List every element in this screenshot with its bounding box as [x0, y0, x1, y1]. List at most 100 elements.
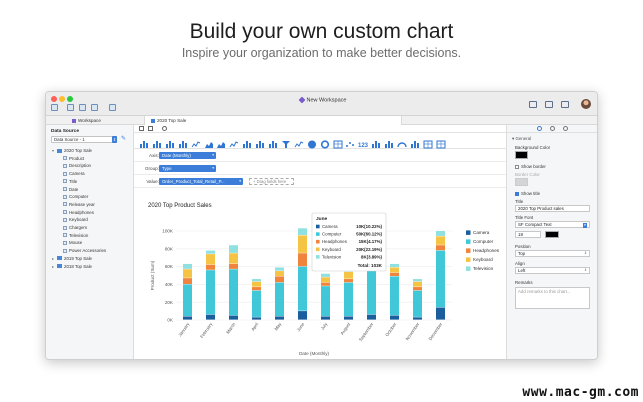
- bottom-panel-icon[interactable]: [545, 101, 553, 108]
- tree-field-item[interactable]: Computer: [63, 193, 88, 200]
- expand-icon[interactable]: [148, 126, 153, 131]
- step-chart-icon[interactable]: [229, 136, 239, 148]
- tree-field-item[interactable]: Date: [63, 186, 78, 193]
- bar-chart-icon[interactable]: [139, 136, 149, 148]
- map-icon[interactable]: [410, 136, 420, 148]
- tree-field-item[interactable]: Description: [63, 162, 91, 169]
- tab-2020-top-sale[interactable]: 2020 Top Sale: [144, 116, 402, 125]
- remarks-textarea[interactable]: Add remarks to this chart...: [515, 287, 590, 309]
- layout-icon[interactable]: [109, 104, 116, 111]
- chevron-right-icon[interactable]: ▸: [52, 263, 55, 269]
- pie-chart-icon[interactable]: [307, 136, 317, 149]
- area-chart-icon[interactable]: [204, 136, 214, 148]
- refresh-icon[interactable]: [162, 126, 167, 131]
- font-size-stepper[interactable]: 18: [515, 231, 541, 238]
- open-folder-icon[interactable]: [79, 104, 86, 111]
- style-tab-icon[interactable]: [550, 126, 555, 131]
- legend-label: Keyboard: [473, 257, 493, 262]
- pivot-icon[interactable]: [436, 136, 446, 149]
- data-source-select[interactable]: Data Source - 1: [51, 136, 117, 143]
- table-icon: [57, 264, 62, 268]
- value-pill[interactable]: Order_Product_Total_Retail_P... ▾: [159, 178, 243, 185]
- tree-field-item[interactable]: Keyboard: [63, 216, 88, 223]
- y-tick-label: 60K: [165, 264, 174, 269]
- new-file-icon[interactable]: [67, 104, 74, 111]
- save-icon[interactable]: [91, 104, 98, 111]
- group-pill[interactable]: Type ▾: [159, 165, 216, 172]
- bar-segment: [321, 273, 330, 277]
- bullet-icon[interactable]: [384, 136, 394, 148]
- title-color-swatch[interactable]: [545, 231, 559, 238]
- avatar[interactable]: [581, 99, 591, 109]
- table-icon[interactable]: [423, 136, 433, 149]
- font-family-select[interactable]: SF Compact Text ▾: [515, 221, 590, 228]
- zoom-window-button[interactable]: [67, 96, 73, 102]
- tree-field-item[interactable]: Headphones: [63, 209, 94, 216]
- scatter-icon[interactable]: [345, 136, 355, 147]
- gauge-icon[interactable]: [397, 136, 407, 148]
- tree-field-item[interactable]: Power Accessories: [63, 247, 106, 254]
- minimize-window-button[interactable]: [59, 96, 65, 102]
- tree-item-label: 2019 Top Sale: [64, 255, 92, 261]
- axis-pill[interactable]: Date (Monthly) ▾: [159, 152, 216, 159]
- chevron-right-icon[interactable]: ▸: [52, 255, 55, 261]
- position-select[interactable]: Top ⇕: [515, 250, 590, 257]
- filter-icon[interactable]: [139, 126, 144, 131]
- tree-table-item[interactable]: ▸ 2018 Top Sale: [52, 263, 92, 270]
- select-arrow-button[interactable]: ⇕: [112, 136, 117, 143]
- tab-bar: Workspace 2020 Top Sale: [46, 116, 597, 125]
- edit-toolbar: [134, 125, 506, 133]
- tree-field-item[interactable]: Camera: [63, 170, 85, 177]
- close-window-button[interactable]: [51, 96, 57, 102]
- tree-item-label: 2020 Top Sale: [64, 148, 92, 153]
- border-color-swatch[interactable]: [515, 178, 528, 186]
- tooltip-swatch: [316, 247, 320, 252]
- tree-table-item[interactable]: ▸ 2019 Top Sale: [52, 255, 92, 262]
- bar-chart-alt-icon[interactable]: [152, 136, 162, 148]
- column-alt-icon[interactable]: [255, 136, 265, 148]
- align-select[interactable]: Left ⇕: [515, 267, 590, 274]
- title-input[interactable]: 2020 Top Product sales: [515, 205, 590, 212]
- info-tab-icon[interactable]: [563, 126, 568, 131]
- properties-panel: ▾ General Background Color Show border B…: [506, 125, 597, 359]
- show-border-checkbox[interactable]: Show border: [515, 164, 546, 169]
- value-shelf: Value: Order_Product_Total_Retail_P... ▾ …: [134, 175, 506, 188]
- bar-segment: [344, 316, 353, 320]
- area-alt-icon[interactable]: [216, 136, 226, 148]
- settings-tab-icon[interactable]: [537, 126, 542, 131]
- tree-field-item[interactable]: Title: [63, 178, 77, 185]
- column-line-icon[interactable]: [242, 136, 252, 148]
- right-panel-icon[interactable]: [561, 101, 569, 108]
- legend-swatch: [466, 248, 471, 253]
- donut-chart-icon[interactable]: [320, 136, 330, 149]
- tree-field-item[interactable]: Television: [63, 232, 88, 239]
- left-panel-icon[interactable]: [529, 101, 537, 108]
- tree-field-item[interactable]: Mouse: [63, 239, 82, 246]
- radar-icon[interactable]: [294, 136, 304, 148]
- bar-segment: [252, 287, 261, 291]
- edit-icon[interactable]: ✎: [121, 136, 127, 142]
- bg-color-swatch[interactable]: [515, 151, 528, 159]
- sidebar-toggle-icon[interactable]: [51, 104, 58, 111]
- tab-workspace[interactable]: Workspace: [72, 116, 138, 125]
- tree-field-item[interactable]: Chargers: [63, 224, 87, 231]
- line-chart-icon[interactable]: [191, 136, 201, 148]
- app-logo-icon: [298, 96, 305, 104]
- stacked-bar-icon[interactable]: [165, 136, 175, 148]
- kpi-icon[interactable]: [371, 136, 381, 148]
- tree-table-item[interactable]: ▾ 2020 Top Sale: [52, 147, 92, 154]
- tree-field-item[interactable]: Release year: [63, 201, 95, 208]
- tree-item-label: Headphones: [69, 209, 94, 215]
- show-title-checkbox[interactable]: Show title: [515, 191, 540, 196]
- tree-field-item[interactable]: Product: [63, 155, 84, 162]
- drag-fields-dropzone[interactable]: + Drag fields here: [249, 178, 294, 185]
- tooltip-series-name: Television: [322, 254, 342, 259]
- general-section[interactable]: ▾ General: [512, 136, 532, 141]
- treemap-icon[interactable]: [333, 136, 343, 149]
- horizontal-bar-icon[interactable]: [178, 136, 188, 148]
- number-icon[interactable]: 123: [358, 136, 369, 149]
- chevron-down-icon[interactable]: ▾: [52, 148, 55, 153]
- combo-icon[interactable]: [268, 136, 278, 148]
- funnel-icon[interactable]: [281, 136, 291, 148]
- bar-segment: [390, 267, 399, 273]
